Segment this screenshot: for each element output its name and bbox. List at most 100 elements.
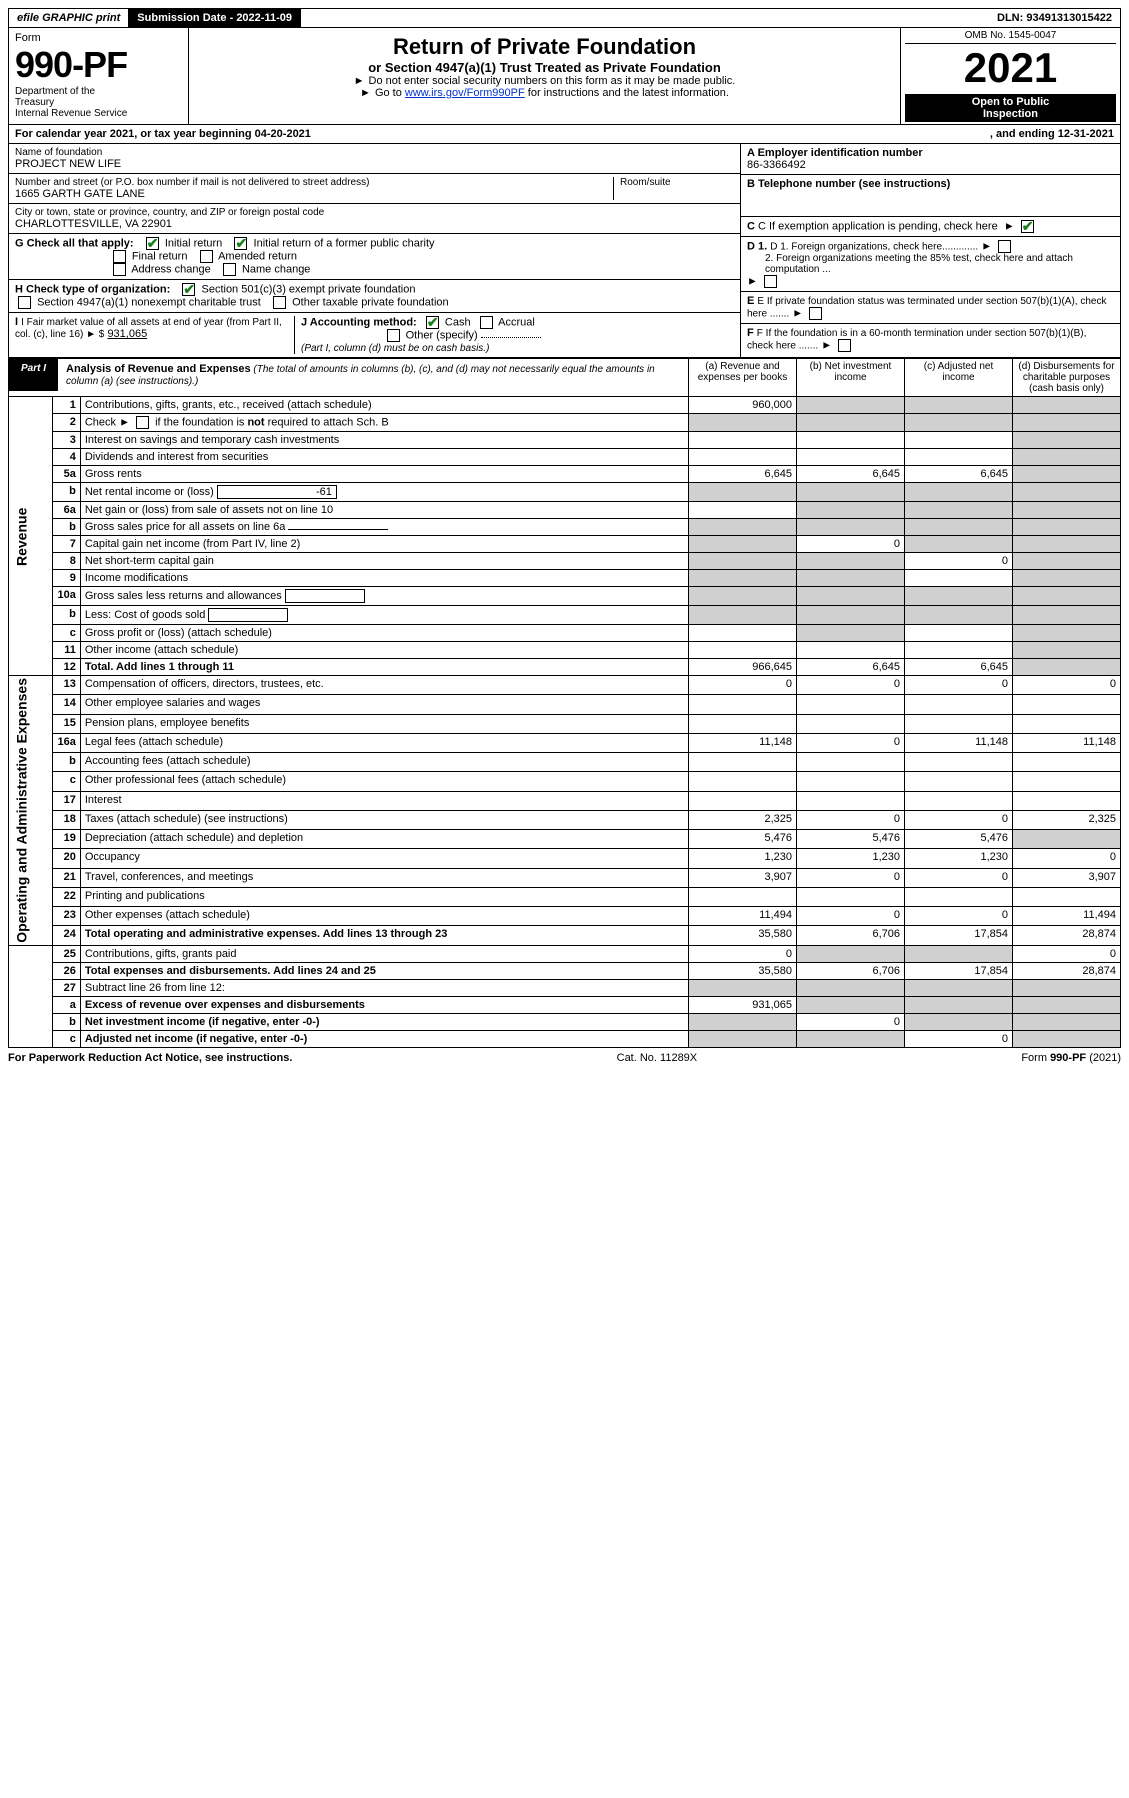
chk-exemption-pending[interactable] [1021, 220, 1034, 233]
chk-accrual[interactable] [480, 316, 493, 329]
part1-desc: Analysis of Revenue and Expenses (The to… [58, 359, 688, 391]
dln: DLN: 93491313015422 [989, 9, 1120, 27]
part1-label: Part I [9, 359, 58, 391]
submission-date: Submission Date - 2022-11-09 [129, 9, 301, 27]
city-value: CHARLOTTESVILLE, VA 22901 [15, 218, 734, 230]
chk-other-taxable[interactable] [273, 296, 286, 309]
table-row: 26Total expenses and disbursements. Add … [9, 962, 1121, 979]
table-row: 7Capital gain net income (from Part IV, … [9, 536, 1121, 553]
g-label: G Check all that apply: [15, 237, 134, 249]
table-row: 21Travel, conferences, and meetings3,907… [9, 868, 1121, 887]
chk-addr-change[interactable] [113, 263, 126, 276]
table-row: 5aGross rents6,6456,6456,645 [9, 466, 1121, 483]
box-i-j: I I Fair market value of all assets at e… [9, 313, 740, 357]
chk-507b1a[interactable] [809, 307, 822, 320]
form-subtitle: or Section 4947(a)(1) Trust Treated as P… [195, 60, 894, 75]
irs-link[interactable]: www.irs.gov/Form990PF [405, 87, 525, 99]
city-block: City or town, state or province, country… [9, 204, 740, 234]
box-f: F F If the foundation is in a 60-month t… [741, 324, 1120, 355]
table-row: cAdjusted net income (if negative, enter… [9, 1030, 1121, 1047]
table-row: 16aLegal fees (attach schedule)11,148011… [9, 733, 1121, 752]
table-row: 2 Check ► if the foundation is not requi… [9, 414, 1121, 432]
chk-501c3[interactable] [182, 283, 195, 296]
table-row: 23Other expenses (attach schedule)11,494… [9, 907, 1121, 926]
table-row: 22Printing and publications [9, 887, 1121, 906]
note-goto: Go to www.irs.gov/Form990PF for instruct… [195, 87, 894, 99]
table-row: 20Occupancy1,2301,2301,2300 [9, 849, 1121, 868]
col-c-header: (c) Adjusted net income [905, 359, 1013, 397]
street-block: Number and street (or P.O. box number if… [9, 174, 740, 204]
name-addr-block: Name of foundation PROJECT NEW LIFE [9, 144, 740, 174]
box-b: B Telephone number (see instructions) [741, 175, 1120, 217]
dept-line3: Internal Revenue Service [15, 108, 182, 119]
col-d-header: (d) Disbursements for charitable purpose… [1013, 359, 1121, 397]
table-row: 9Income modifications [9, 570, 1121, 587]
table-row: 17Interest [9, 791, 1121, 810]
col-a-header: (a) Revenue and expenses per books [689, 359, 797, 397]
form-title: Return of Private Foundation [195, 34, 894, 60]
chk-initial-return[interactable] [146, 237, 159, 250]
chk-other-method[interactable] [387, 329, 400, 342]
chk-cash[interactable] [426, 316, 439, 329]
chk-initial-former[interactable] [234, 237, 247, 250]
table-row: 12Total. Add lines 1 through 11966,6456,… [9, 659, 1121, 676]
form-number: 990-PF [15, 44, 182, 86]
j-note: (Part I, column (d) must be on cash basi… [301, 343, 489, 354]
open-public: Open to PublicInspection [905, 94, 1116, 122]
chk-no-schb[interactable] [136, 416, 149, 429]
chk-amended-return[interactable] [200, 250, 213, 263]
dept-line1: Department of the [15, 86, 182, 97]
period-end: , and ending 12-31-2021 [990, 128, 1114, 140]
info-left: Name of foundation PROJECT NEW LIFE Numb… [9, 144, 740, 357]
period-start: For calendar year 2021, or tax year begi… [15, 128, 311, 140]
chk-foreign-85pct[interactable] [764, 275, 777, 288]
j-label: J Accounting method: [301, 316, 417, 328]
table-row: cGross profit or (loss) (attach schedule… [9, 625, 1121, 642]
table-row: bAccounting fees (attach schedule) [9, 753, 1121, 772]
note-goto-pre: Go to [360, 87, 405, 99]
i-value: 931,065 [107, 328, 147, 340]
table-row: 3Interest on savings and temporary cash … [9, 432, 1121, 449]
table-row: 10aGross sales less returns and allowanc… [9, 587, 1121, 606]
table-row: aExcess of revenue over expenses and dis… [9, 996, 1121, 1013]
table-row: 11Other income (attach schedule) [9, 642, 1121, 659]
table-row: 24Total operating and administrative exp… [9, 926, 1121, 945]
other-specify-line [481, 337, 541, 338]
info-grid: Name of foundation PROJECT NEW LIFE Numb… [8, 144, 1121, 358]
table-row: 14Other employee salaries and wages [9, 695, 1121, 714]
a-label: A Employer identification number [747, 147, 923, 159]
chk-507b1b[interactable] [838, 339, 851, 352]
box-d: D 1. D 1. Foreign organizations, check h… [741, 237, 1120, 292]
table-row: cOther professional fees (attach schedul… [9, 772, 1121, 791]
table-row: 8Net short-term capital gain0 [9, 553, 1121, 570]
table-row: 18Taxes (attach schedule) (see instructi… [9, 810, 1121, 829]
chk-name-change[interactable] [223, 263, 236, 276]
table-row: 19Depreciation (attach schedule) and dep… [9, 830, 1121, 849]
box-h: H Check type of organization: Section 50… [9, 280, 740, 313]
expenses-sidebar: Operating and Administrative Expenses [9, 676, 53, 946]
note-goto-post: for instructions and the latest informat… [525, 87, 729, 99]
room-label: Room/suite [620, 177, 734, 188]
table-row: 4Dividends and interest from securities [9, 449, 1121, 466]
form-header-right: OMB No. 1545-0047 2021 Open to PublicIns… [900, 28, 1120, 124]
chk-4947[interactable] [18, 296, 31, 309]
chk-foreign-org[interactable] [998, 240, 1011, 253]
table-row: 27Subtract line 26 from line 12: [9, 979, 1121, 996]
footer-left: For Paperwork Reduction Act Notice, see … [8, 1052, 292, 1064]
box-c: C C If exemption application is pending,… [741, 217, 1120, 237]
tax-period: For calendar year 2021, or tax year begi… [8, 125, 1121, 144]
col-b-header: (b) Net investment income [797, 359, 905, 397]
box-e: E E If private foundation status was ter… [741, 292, 1120, 324]
tax-year: 2021 [905, 44, 1116, 92]
table-row: 15Pension plans, employee benefits [9, 714, 1121, 733]
box-a: A Employer identification number 86-3366… [741, 144, 1120, 175]
chk-final-return[interactable] [113, 250, 126, 263]
dept-line2: Treasury [15, 97, 182, 108]
ein-value: 86-3366492 [747, 159, 806, 171]
info-right: A Employer identification number 86-3366… [740, 144, 1120, 357]
city-label: City or town, state or province, country… [15, 207, 734, 218]
table-row: Operating and Administrative Expenses 13… [9, 676, 1121, 695]
table-row: bGross sales price for all assets on lin… [9, 519, 1121, 536]
note-ssn: Do not enter social security numbers on … [195, 75, 894, 87]
table-row: 6aNet gain or (loss) from sale of assets… [9, 502, 1121, 519]
